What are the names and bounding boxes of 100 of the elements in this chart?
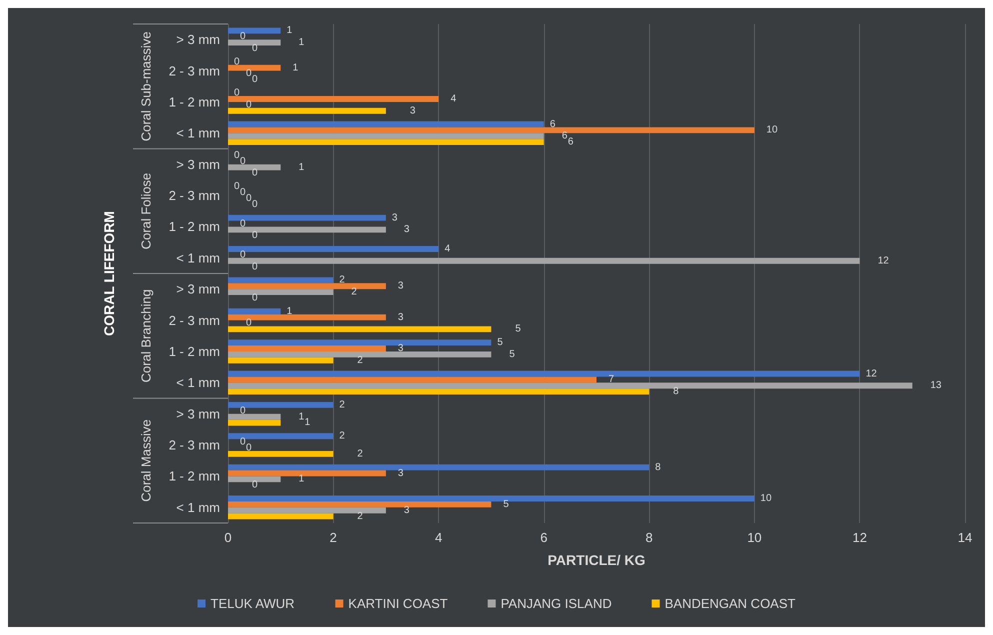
text: Coral Foliose — [138, 172, 154, 250]
data-label: 2 — [339, 430, 346, 442]
data-label: 2 — [357, 448, 364, 460]
bar — [228, 470, 386, 476]
data-label: 7 — [608, 374, 614, 386]
data-label: 5 — [503, 498, 510, 510]
bar — [228, 351, 492, 358]
x-tick-label: 2 — [330, 530, 337, 545]
bar — [228, 277, 334, 284]
data-label: 0 — [240, 218, 246, 230]
y-tick-label: > 3 mm — [176, 282, 220, 297]
bar — [228, 139, 544, 146]
x-tick-label: 6 — [540, 530, 548, 545]
y-tick-label: 1 - 2 mm — [168, 468, 220, 484]
bar — [228, 450, 334, 457]
legend-label: BANDENGAN COAST — [664, 596, 796, 611]
bar — [228, 133, 544, 140]
bar — [228, 108, 386, 114]
bar — [228, 121, 544, 128]
data-label: 8 — [673, 386, 680, 398]
data-label: 2 — [339, 274, 346, 286]
y-tick-label: > 3 mm — [176, 32, 220, 48]
data-label: 5 — [509, 348, 516, 360]
data-label: 3 — [398, 312, 404, 323]
data-label: 3 — [398, 280, 404, 292]
y-tick-label: < 1 mm — [176, 126, 220, 141]
data-label: 3 — [404, 224, 410, 236]
bar — [228, 376, 596, 383]
data-label: 5 — [497, 337, 504, 348]
bar — [228, 164, 281, 170]
data-label: 1 — [298, 162, 305, 173]
data-label: 0 — [234, 181, 240, 192]
data-label: 6 — [568, 136, 574, 148]
x-axis-title: PARTICLE/ KG — [548, 552, 646, 568]
data-label: 4 — [450, 94, 457, 105]
bar — [228, 357, 334, 364]
bar — [228, 246, 439, 252]
bar — [228, 214, 386, 221]
data-label: 0 — [252, 480, 258, 491]
data-label: 12 — [878, 255, 890, 266]
bar — [228, 388, 650, 395]
data-label: 0 — [234, 88, 240, 99]
bar — [228, 476, 281, 482]
data-label: 6 — [562, 130, 568, 142]
data-label: 0 — [240, 436, 246, 448]
legend-label: TELUK AWUR — [210, 596, 295, 611]
y-tick-label: < 1 mm — [176, 250, 220, 266]
y-tick-label: < 1 mm — [176, 500, 220, 515]
data-label: 0 — [240, 31, 246, 42]
bar — [228, 127, 754, 134]
x-tick-label: 10 — [747, 530, 762, 545]
y-tick-label: < 1 mm — [176, 375, 220, 390]
data-label: 10 — [760, 493, 772, 504]
bar — [228, 513, 334, 520]
data-label: 13 — [930, 380, 942, 392]
y-tick-label: 1 - 2 mm — [168, 344, 220, 359]
text: Coral Branching — [138, 289, 154, 382]
data-label: 12 — [866, 368, 878, 380]
x-tick-label: 12 — [852, 530, 867, 545]
data-label: 1 — [298, 411, 305, 422]
bar — [228, 501, 492, 508]
text: Coral Massive — [138, 419, 154, 502]
data-label: 0 — [252, 230, 258, 242]
data-label: 1 — [304, 417, 311, 428]
data-label: 0 — [252, 261, 258, 272]
bar — [228, 382, 912, 389]
bar — [228, 289, 334, 296]
data-label: 0 — [252, 168, 258, 179]
bar — [228, 340, 492, 346]
data-label: 0 — [234, 56, 240, 68]
y-tick-label: 2 - 3 mm — [168, 438, 220, 453]
bar — [228, 96, 439, 102]
bar — [228, 40, 281, 46]
data-label: 0 — [246, 442, 252, 454]
x-tick-label: 8 — [646, 530, 653, 545]
bar — [228, 64, 281, 71]
bar — [228, 283, 386, 290]
data-label: 4 — [444, 244, 451, 255]
bar — [228, 496, 754, 502]
bar — [228, 507, 386, 514]
y-tick-label: 2 - 3 mm — [168, 188, 220, 204]
data-label: 2 — [339, 399, 346, 410]
bar — [228, 346, 386, 352]
bar — [228, 258, 860, 264]
legend-label: KARTINI COAST — [348, 596, 448, 611]
data-label: 1 — [298, 474, 305, 485]
data-label: 1 — [298, 37, 305, 48]
data-label: 1 — [292, 62, 299, 74]
bar — [228, 402, 334, 408]
x-tick-label: 14 — [958, 530, 972, 545]
data-label: 0 — [252, 292, 258, 304]
y-axis-title: CORAL LIFEFORM — [101, 211, 117, 336]
bar — [228, 420, 281, 426]
data-label: 0 — [240, 405, 246, 416]
data-label: 6 — [550, 118, 556, 130]
legend-label: PANJANG ISLAND — [500, 596, 612, 611]
data-label: 8 — [655, 462, 662, 473]
y-tick-label: > 3 mm — [176, 156, 220, 172]
text: Coral Sub-massive — [138, 31, 154, 142]
bar — [228, 433, 334, 440]
